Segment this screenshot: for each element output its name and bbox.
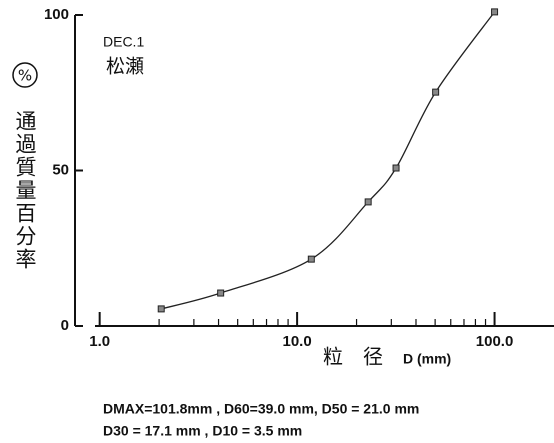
y-tick-label: 50 (52, 161, 69, 178)
x-axis-label: 粒 径 (323, 345, 383, 369)
point (157, 305, 165, 313)
x-tick-label: 100.0 (476, 333, 514, 350)
note: D30 = 17.1 mm , D10 = 3.5 mm (103, 423, 302, 439)
unit-circle (12, 62, 38, 88)
point (217, 289, 225, 297)
point (432, 88, 440, 96)
y-tick-label: 100 (44, 6, 69, 23)
point (392, 164, 400, 172)
line (161, 11, 496, 310)
annotation: DEC.1 (103, 34, 144, 50)
y-axis-label: 通過質量百分率 (13, 110, 37, 271)
x-tick-label: 10.0 (283, 333, 312, 350)
point (307, 255, 315, 263)
point (364, 198, 372, 206)
x-axis-unit: D (mm) (403, 351, 451, 367)
point (491, 8, 499, 16)
note: DMAX=101.8mm , D60=39.0 mm, D50 = 21.0 m… (103, 401, 419, 417)
annotation: 松瀬 (106, 56, 144, 78)
y-tick-label: 0 (61, 317, 69, 334)
x-tick-label: 1.0 (89, 333, 110, 350)
y-axis-unit: % (18, 67, 32, 85)
